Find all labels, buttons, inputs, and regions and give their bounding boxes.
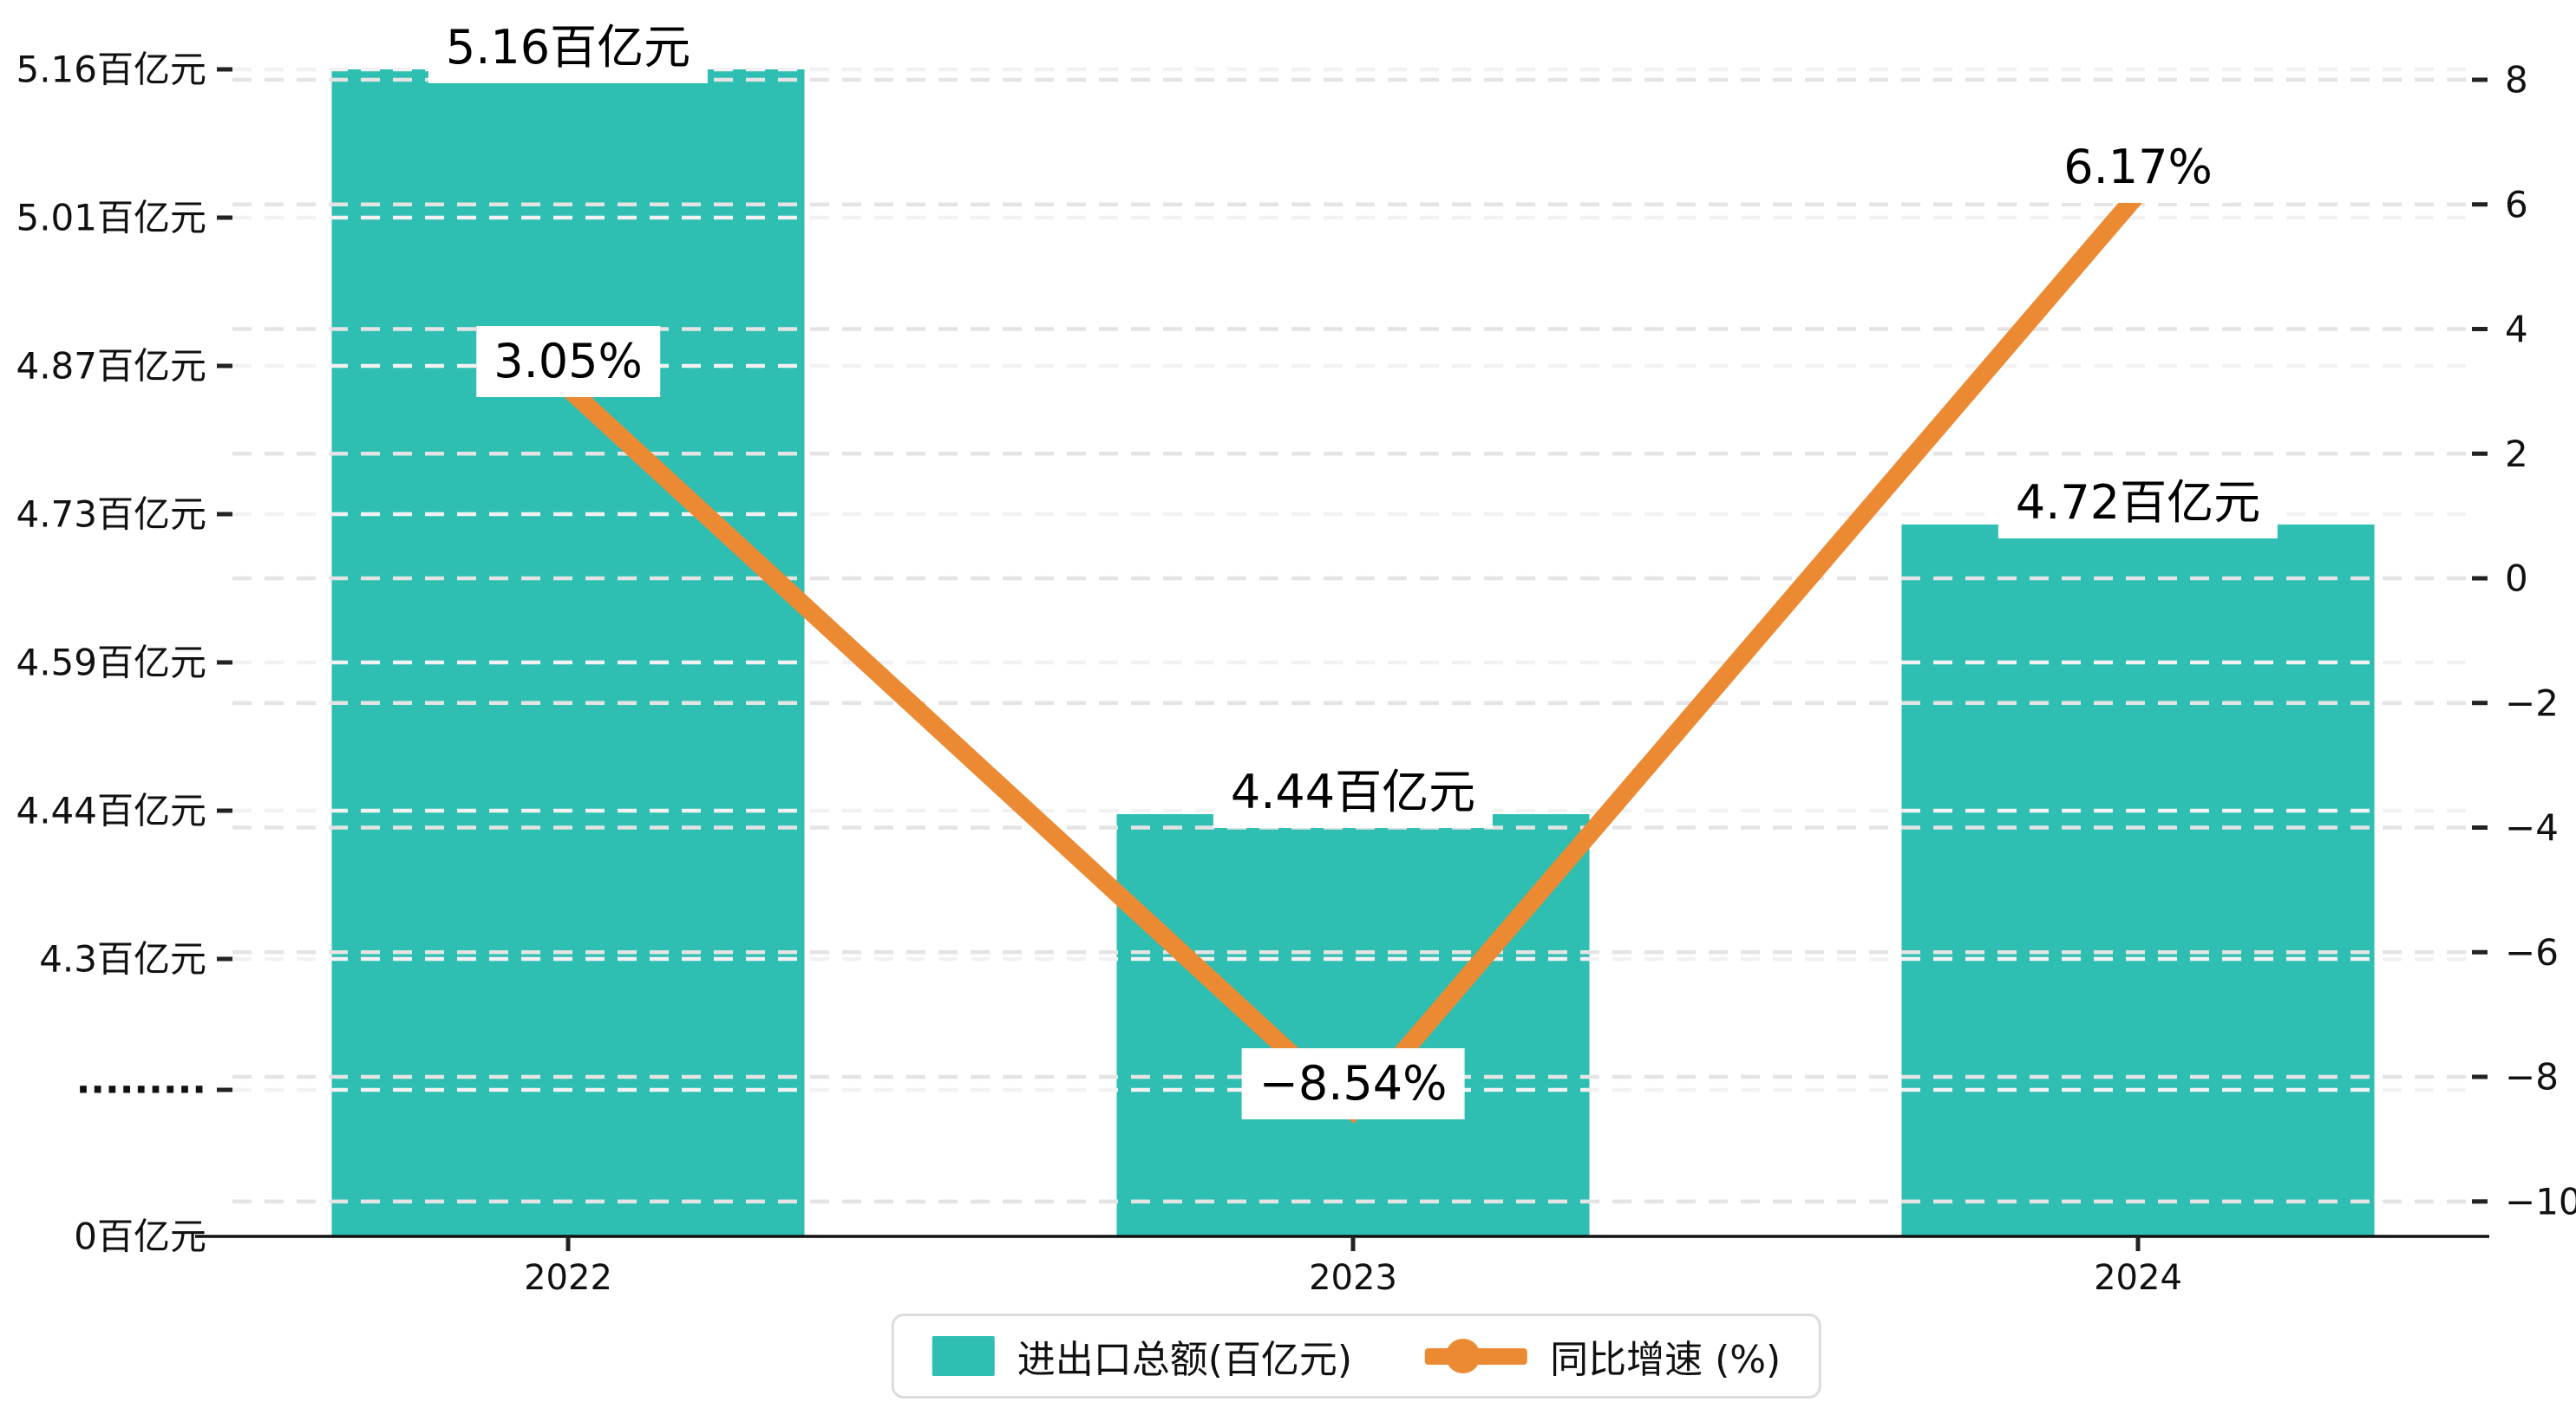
legend-item-total[interactable]: 进出口总额(百亿元) xyxy=(932,1328,1352,1384)
right-axis-tick-label: 6 xyxy=(2505,183,2528,225)
right-axis-tick-label: 0 xyxy=(2505,558,2528,600)
left-axis-break-label: ········· xyxy=(76,1068,206,1112)
line-series-swatch xyxy=(1425,1336,1528,1376)
left-axis-tick-label: 4.44百亿元 xyxy=(16,790,206,832)
legend-label-growth: 同比增速 (%) xyxy=(1550,1338,1782,1382)
right-axis-tick-label: −6 xyxy=(2505,931,2559,974)
right-axis-tick-label: −10 xyxy=(2505,1180,2576,1223)
bar-series-swatch xyxy=(932,1336,995,1376)
bar-2023[interactable] xyxy=(1116,813,1590,1236)
right-axis-tick-label: −2 xyxy=(2505,681,2559,724)
legend: 进出口总额(百亿元) 同比增速 (%) xyxy=(891,1314,1822,1399)
legend-item-growth[interactable]: 同比增速 (%) xyxy=(1425,1328,1781,1384)
line-marker-dot-icon xyxy=(1446,1339,1481,1373)
x-axis-label-2023: 2023 xyxy=(1309,1258,1397,1298)
bar-2024[interactable] xyxy=(1901,524,2375,1236)
right-axis-tick-label: 2 xyxy=(2505,433,2528,475)
right-axis-tick-label: −4 xyxy=(2505,806,2559,849)
left-axis-tick-label: 4.87百亿元 xyxy=(16,345,206,388)
left-axis-tick-label: 4.73百亿元 xyxy=(16,493,206,536)
left-axis-tick-label: 5.16百亿元 xyxy=(16,49,206,91)
x-axis-label-2022: 2022 xyxy=(524,1258,612,1298)
left-axis-tick-label: 5.01百亿元 xyxy=(16,197,206,239)
right-axis-tick-label: 8 xyxy=(2505,59,2528,101)
legend-label-total: 进出口总额(百亿元) xyxy=(1017,1338,1353,1382)
x-axis-label-2024: 2024 xyxy=(2094,1258,2182,1298)
right-axis-tick-label: −8 xyxy=(2505,1056,2559,1099)
left-axis-tick-label: 0百亿元 xyxy=(74,1216,206,1258)
right-axis-tick-label: 4 xyxy=(2505,308,2528,350)
left-axis-tick-label: 4.3百亿元 xyxy=(39,938,206,981)
bar-2022[interactable] xyxy=(331,69,805,1236)
left-axis-tick-label: 4.59百亿元 xyxy=(16,642,206,684)
